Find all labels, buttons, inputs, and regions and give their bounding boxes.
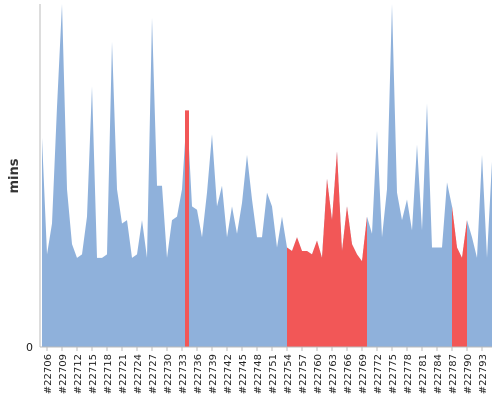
x-tick-label: #22763	[328, 354, 339, 394]
x-tick-label: #22760	[313, 354, 324, 394]
x-tick-label: #22778	[403, 354, 414, 394]
x-tick-label: #22790	[463, 354, 474, 394]
x-tick-label: #22784	[433, 354, 444, 394]
x-tick-label: #22739	[208, 354, 219, 394]
highlight-area	[452, 206, 467, 347]
x-tick-label: #22754	[283, 354, 294, 394]
highlight-area	[185, 110, 189, 347]
x-tick-label: #22772	[373, 354, 384, 394]
x-tick-label: #22718	[103, 354, 114, 394]
x-tick-label: #22736	[193, 354, 204, 394]
series-areas	[42, 4, 492, 347]
x-tick-label: #22751	[268, 354, 279, 394]
y-tick-label: 0	[26, 341, 33, 354]
x-tick-label: #22730	[163, 354, 174, 394]
x-tick-label: #22757	[298, 354, 309, 394]
x-tick-label: #22769	[358, 354, 369, 394]
area-series	[42, 4, 492, 347]
x-tick-label: #22775	[388, 354, 399, 394]
x-tick-label: #22745	[238, 354, 249, 394]
x-tick-label: #22733	[178, 354, 189, 394]
x-tick-label: #22709	[58, 354, 69, 394]
x-tick-label: #22766	[343, 354, 354, 394]
x-tick-label: #22781	[418, 354, 429, 394]
x-tick-label: #22793	[478, 354, 489, 394]
x-tick-label: #22727	[148, 354, 159, 394]
y-axis-label: mins	[7, 158, 22, 193]
x-tick-label: #22724	[133, 354, 144, 394]
x-tick-label: #22787	[448, 354, 459, 394]
y-axis-ticks: 0	[26, 341, 33, 354]
x-tick-label: #22712	[73, 354, 84, 394]
x-tick-label: #22706	[43, 354, 54, 394]
x-tick-label: #22715	[88, 354, 99, 394]
highlight-area	[287, 151, 367, 347]
x-tick-label: #22742	[223, 354, 234, 394]
x-tick-label: #22748	[253, 354, 264, 394]
x-axis-ticks: #22706 #22709 #22712 #22715 #22718 #22721 #227…	[43, 347, 489, 394]
x-tick-label: #22721	[118, 354, 129, 394]
